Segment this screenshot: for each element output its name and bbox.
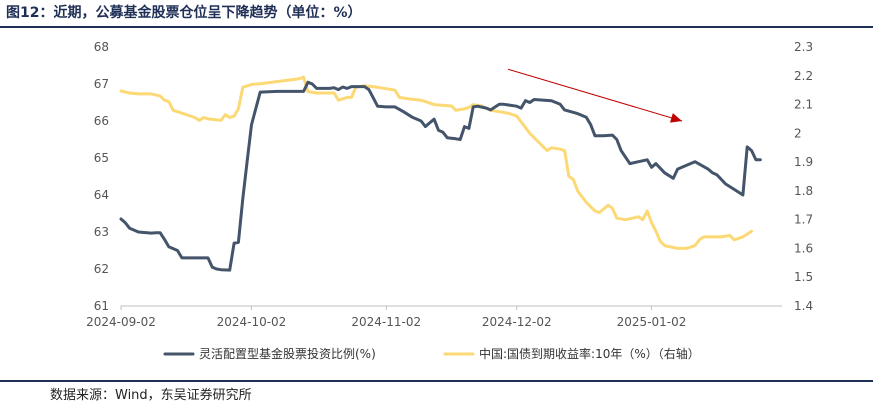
y-left-tick-label: 64	[94, 188, 109, 202]
figure-title: 图12：近期，公募基金股票仓位呈下降趋势（单位：%）	[6, 5, 362, 21]
x-tick-label: 2024-10-02	[217, 315, 287, 329]
series-line-fund-equity-ratio	[119, 80, 762, 272]
y-left-tick-label: 65	[94, 151, 109, 165]
y-right-tick-label: 2.2	[794, 69, 813, 83]
y-right-tick-label: 1.9	[794, 155, 813, 169]
x-tick-label: 2024-09-02	[86, 315, 156, 329]
y-right-tick-label: 1.6	[794, 241, 813, 255]
y-left-tick-label: 63	[94, 225, 109, 239]
axes: 2024-09-02 2024-10-02 2024-11-02 2024-12-02…	[86, 40, 813, 329]
y-right-tick-label: 1.4	[794, 299, 813, 313]
plot-area	[119, 68, 762, 272]
header-rule	[0, 26, 873, 28]
x-tick-label: 2024-11-02	[351, 315, 421, 329]
y-left-tick-label: 66	[94, 114, 109, 128]
y-right-tick-label: 1.5	[794, 270, 813, 284]
legend-label: 中国:国债到期收益率:10年（%）（右轴）	[479, 346, 700, 361]
legend-label: 灵活配置型基金股票投资比例(%)	[199, 346, 376, 361]
x-tick-label: 2024-12-02	[482, 315, 552, 329]
y-left-tick-label: 62	[94, 262, 109, 276]
trend-arrow-line	[507, 68, 683, 122]
y-left-tick-label: 61	[94, 299, 109, 313]
x-tick-label: 2025-01-02	[617, 315, 687, 329]
y-right-tick-label: 2.3	[794, 40, 813, 54]
y-right-tick-label: 2	[794, 126, 802, 140]
trend-arrow-head	[670, 113, 682, 123]
y-left-tick-label: 68	[94, 40, 109, 54]
y-left-tick-label: 67	[94, 77, 109, 91]
y-right-tick-label: 1.7	[794, 213, 813, 227]
legend: 灵活配置型基金股票投资比例(%) 中国:国债到期收益率:10年（%）（右轴）	[163, 346, 700, 361]
series-line-10y-bond-yield	[119, 75, 754, 250]
source-note: 数据来源：Wind，东吴证券研究所	[50, 388, 252, 403]
y-right-tick-label: 1.8	[794, 184, 813, 198]
footer-rule	[0, 380, 873, 382]
y-right-tick-label: 2.1	[794, 98, 813, 112]
